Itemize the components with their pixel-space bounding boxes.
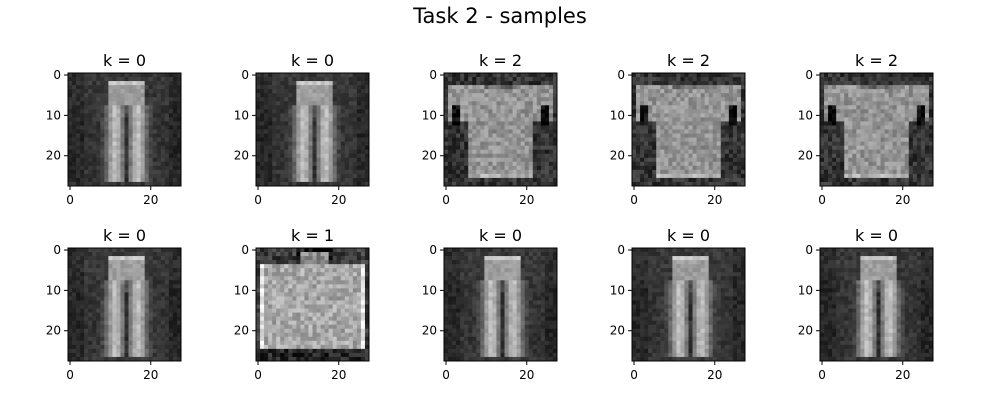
panel-title: k = 1	[291, 226, 334, 245]
y-tick-label: 10	[46, 108, 61, 122]
x-tick-label: 0	[66, 193, 74, 207]
x-tick-label: 20	[143, 368, 158, 382]
sample-image	[444, 248, 558, 362]
y-tick-label: 10	[234, 283, 249, 297]
panel-title: k = 2	[667, 51, 710, 70]
panel-title: k = 2	[855, 51, 898, 70]
sample-image	[820, 248, 934, 362]
x-tick-label: 20	[519, 193, 534, 207]
y-tick-label: 20	[46, 324, 61, 338]
sample-image	[444, 73, 558, 187]
y-tick-label: 20	[610, 324, 625, 338]
y-tick-label: 20	[422, 324, 437, 338]
y-tick-label: 0	[53, 243, 61, 257]
y-tick-label: 20	[234, 149, 249, 163]
sample-panel: k = 0 0 10 20 0 20	[234, 51, 370, 207]
x-tick-label: 0	[254, 368, 262, 382]
sample-panel: k = 2 0 10 20 0 20	[798, 51, 934, 207]
panel-frame	[819, 247, 934, 362]
panel-frame	[443, 247, 558, 362]
sample-image	[256, 248, 370, 362]
x-tick-label: 20	[895, 193, 910, 207]
sample-image	[68, 248, 182, 362]
y-tick-label: 0	[429, 243, 437, 257]
sample-panel: k = 2 0 10 20 0 20	[610, 51, 746, 207]
x-tick-label: 20	[143, 193, 158, 207]
sample-panel: k = 0 0 10 20 0 20	[46, 226, 182, 382]
x-tick-label: 0	[630, 193, 638, 207]
y-tick-label: 0	[429, 68, 437, 82]
y-tick-label: 0	[617, 243, 625, 257]
x-tick-label: 0	[630, 368, 638, 382]
sample-panel: k = 0 0 10 20 0 20	[798, 226, 934, 382]
x-tick-label: 0	[442, 193, 450, 207]
figure-title: Task 2 - samples	[412, 4, 587, 28]
sample-image	[632, 73, 746, 187]
y-tick-label: 10	[422, 283, 437, 297]
panel-title: k = 0	[667, 226, 710, 245]
sample-image	[820, 73, 934, 187]
y-tick-label: 10	[46, 283, 61, 297]
y-tick-label: 0	[617, 68, 625, 82]
x-tick-label: 20	[707, 368, 722, 382]
y-tick-label: 20	[798, 149, 813, 163]
panel-frame	[443, 72, 558, 187]
y-tick-label: 10	[610, 108, 625, 122]
panel-frame	[631, 72, 746, 187]
y-tick-label: 0	[805, 243, 813, 257]
x-tick-label: 0	[818, 368, 826, 382]
sample-image	[256, 73, 370, 187]
panel-title: k = 0	[855, 226, 898, 245]
y-tick-label: 10	[422, 108, 437, 122]
x-tick-label: 20	[331, 368, 346, 382]
sample-image	[68, 73, 182, 187]
sample-panel: k = 0 0 10 20 0 20	[422, 226, 558, 382]
y-tick-label: 10	[798, 283, 813, 297]
x-tick-label: 20	[519, 368, 534, 382]
y-tick-label: 20	[610, 149, 625, 163]
panel-frame	[67, 247, 182, 362]
x-tick-label: 20	[707, 193, 722, 207]
y-tick-label: 10	[798, 108, 813, 122]
panel-title: k = 0	[291, 51, 334, 70]
y-tick-label: 0	[241, 243, 249, 257]
panel-frame	[819, 72, 934, 187]
y-tick-label: 0	[241, 68, 249, 82]
x-tick-label: 20	[895, 368, 910, 382]
x-tick-label: 20	[331, 193, 346, 207]
panel-frame	[255, 72, 370, 187]
y-tick-label: 20	[234, 324, 249, 338]
sample-panel: k = 1 0 10 20 0 20	[234, 226, 370, 382]
x-tick-label: 0	[818, 193, 826, 207]
sample-panel: k = 0 0 10 20 0 20	[610, 226, 746, 382]
panel-title: k = 0	[479, 226, 522, 245]
panel-frame	[631, 247, 746, 362]
x-tick-label: 0	[254, 193, 262, 207]
y-tick-label: 20	[46, 149, 61, 163]
panel-title: k = 2	[479, 51, 522, 70]
y-tick-label: 0	[53, 68, 61, 82]
sample-panel: k = 0 0 10 20 0 20	[46, 51, 182, 207]
x-tick-label: 0	[442, 368, 450, 382]
panel-frame	[255, 247, 370, 362]
panel-title: k = 0	[103, 51, 146, 70]
y-tick-label: 0	[805, 68, 813, 82]
y-tick-label: 10	[234, 108, 249, 122]
sample-image	[632, 248, 746, 362]
y-tick-label: 10	[610, 283, 625, 297]
panel-title: k = 0	[103, 226, 146, 245]
x-tick-label: 0	[66, 368, 74, 382]
sample-panel: k = 2 0 10 20 0 20	[422, 51, 558, 207]
y-tick-label: 20	[798, 324, 813, 338]
y-tick-label: 20	[422, 149, 437, 163]
panel-frame	[67, 72, 182, 187]
